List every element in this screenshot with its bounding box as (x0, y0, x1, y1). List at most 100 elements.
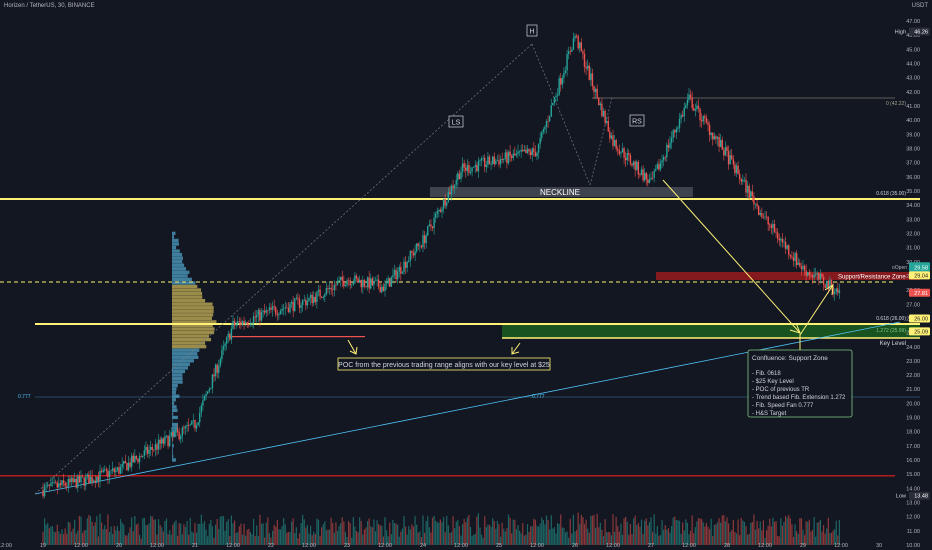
candle-body (205, 393, 207, 397)
candle-body (681, 115, 684, 117)
volume-bar (230, 515, 233, 545)
candle-body (686, 99, 689, 106)
candle-body (688, 94, 690, 100)
candle-body (520, 149, 522, 152)
time-tick: 12:00 (0, 543, 12, 549)
volume-bar (75, 533, 77, 545)
candle-body (723, 149, 725, 156)
volume-bar (422, 515, 424, 545)
candle-body (604, 110, 606, 123)
volume-bar (613, 531, 616, 545)
volume-bar (468, 515, 470, 545)
volume-profile-bar (172, 337, 212, 342)
candle-body (685, 105, 687, 108)
volume-bar (701, 519, 703, 545)
volume-bar (553, 527, 556, 545)
price-tick: 18.00 (906, 430, 920, 436)
candle-body (72, 477, 74, 482)
volume-bar (591, 515, 594, 545)
candle-body (607, 120, 609, 132)
time-tick: 12:00 (682, 543, 696, 549)
volume-bar (199, 523, 201, 545)
fib-zero-label: 0 (42.22) (886, 101, 906, 107)
volume-bar (525, 534, 527, 545)
candle-body (206, 391, 209, 394)
candle-body (222, 346, 225, 350)
volume-bar (328, 529, 331, 545)
volume-bar (398, 536, 400, 545)
candle-body (145, 447, 147, 451)
volume-bar (286, 532, 288, 545)
volume-bar (42, 531, 44, 545)
candle-body (199, 412, 201, 423)
candle-body (772, 223, 774, 229)
volume-bar (452, 516, 454, 545)
candle-body (789, 254, 792, 257)
candle-body (191, 420, 193, 425)
candle-body (732, 159, 735, 165)
candle-body (674, 130, 676, 133)
volume-bar (264, 537, 266, 545)
candle-body (390, 277, 393, 287)
volume-bar (515, 529, 518, 545)
volume-bar (689, 530, 692, 545)
volume-bar (359, 517, 361, 545)
volume-bar (251, 534, 253, 545)
candle-body (713, 136, 716, 140)
candle-body (64, 483, 66, 487)
volume-bar (51, 526, 54, 545)
candle-body (140, 456, 142, 458)
candle-body (837, 288, 839, 293)
price-axis[interactable]: 47.00 46.00 45.00 44.00 43.00 42.00 41.00 40.00… (906, 19, 920, 549)
volume-bar (670, 525, 673, 545)
volume-bar (791, 524, 793, 545)
volume-bar (656, 526, 658, 545)
volume-bar (645, 518, 647, 545)
volume-bar (175, 520, 177, 545)
volume-profile-bar (172, 277, 192, 282)
volume-bar (344, 531, 347, 545)
candle-body (811, 275, 814, 278)
price-tick: 42.00 (906, 90, 920, 96)
volume-bar (800, 518, 803, 545)
volume-bar (271, 530, 274, 545)
volume-bar (134, 515, 136, 545)
volume-bar (598, 527, 600, 545)
candle-body (194, 419, 196, 429)
volume-bar (338, 526, 340, 545)
candle-body (826, 280, 828, 288)
time-tick: 12:00 (226, 543, 240, 549)
time-axis[interactable]: 12:00 19 12:00 20 12:00 21 12:00 22 12:00 23 12:00… (0, 543, 882, 549)
volume-bar (629, 523, 632, 545)
candle-body (417, 243, 419, 246)
volume-bar (430, 532, 432, 545)
candle-body (541, 132, 543, 138)
volume-bar (346, 536, 348, 545)
candle-body (332, 289, 334, 291)
candle-body (517, 151, 519, 154)
volume-bar (129, 527, 131, 545)
candle-body (656, 164, 659, 170)
time-tick: 12:00 (454, 543, 468, 549)
candle-body (479, 160, 481, 161)
candle-body (556, 94, 559, 96)
volume-bar (474, 533, 476, 545)
volume-bar (360, 520, 362, 545)
candle-body (69, 478, 71, 483)
volume-bar (43, 518, 46, 545)
svg-text:25.09: 25.09 (914, 329, 928, 335)
candle-body (224, 343, 226, 347)
candle-body (56, 482, 58, 488)
volume-bar (477, 513, 480, 545)
trend-dotted-line-3 (589, 97, 613, 186)
volume-bar (81, 533, 84, 545)
candle-body (123, 461, 125, 464)
candle-body (590, 73, 592, 80)
candle-body (241, 321, 244, 325)
volume-bar (107, 514, 109, 545)
volume-profile-bar (172, 415, 178, 420)
volume-bar (262, 523, 264, 545)
volume-bar (159, 524, 161, 545)
candle-body (157, 439, 160, 450)
